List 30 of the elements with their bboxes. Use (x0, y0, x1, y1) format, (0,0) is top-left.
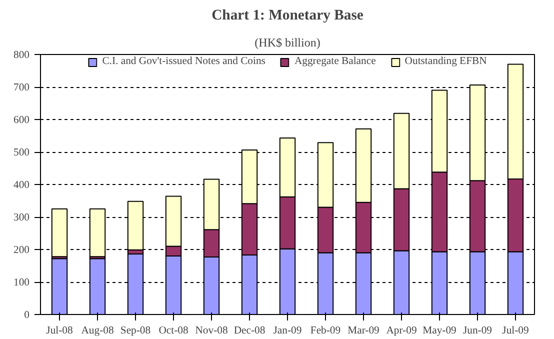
chart-subtitle: (HK$ billion) (254, 36, 320, 50)
x-tick-label: Mar-09 (348, 326, 380, 336)
x-tick-label: Jan-09 (273, 326, 302, 336)
x-tick-label: Apr-09 (386, 326, 417, 336)
y-tick-label: 300 (14, 212, 30, 224)
x-tick-label: May-09 (422, 326, 456, 336)
x-tick-label: Feb-09 (310, 326, 341, 336)
y-tick-label: 600 (14, 115, 30, 126)
x-tick-label: Jul-09 (502, 326, 529, 336)
y-tick-label: 400 (14, 180, 30, 191)
x-tick-label: Dec-08 (234, 326, 266, 336)
bar (51, 208, 68, 258)
legend-label: C.I. and Gov't-issued Notes and Coins (102, 56, 266, 67)
y-tick-label: 200 (14, 245, 30, 256)
x-tick-label: Oct-08 (158, 326, 188, 336)
bar (89, 208, 106, 258)
legend-label: Aggregate Balance (294, 56, 376, 67)
x-tick-label: Nov-08 (195, 326, 228, 336)
y-tick-label: 700 (14, 82, 30, 94)
chart-title: Chart 1: Monetary Base (212, 8, 364, 24)
legend-label: Outstanding EFBN (404, 56, 487, 67)
y-tick-label: 0 (24, 310, 30, 321)
y-tick-label: 100 (14, 278, 30, 288)
x-tick-label: Jun-09 (462, 326, 492, 336)
x-tick-label: Aug-08 (81, 326, 114, 336)
y-tick-label: 500 (14, 148, 30, 158)
bar (127, 200, 144, 250)
y-tick-label: 800 (14, 50, 30, 61)
x-tick-label: Jul-08 (46, 326, 73, 336)
x-tick-label: Sep-08 (120, 326, 151, 336)
